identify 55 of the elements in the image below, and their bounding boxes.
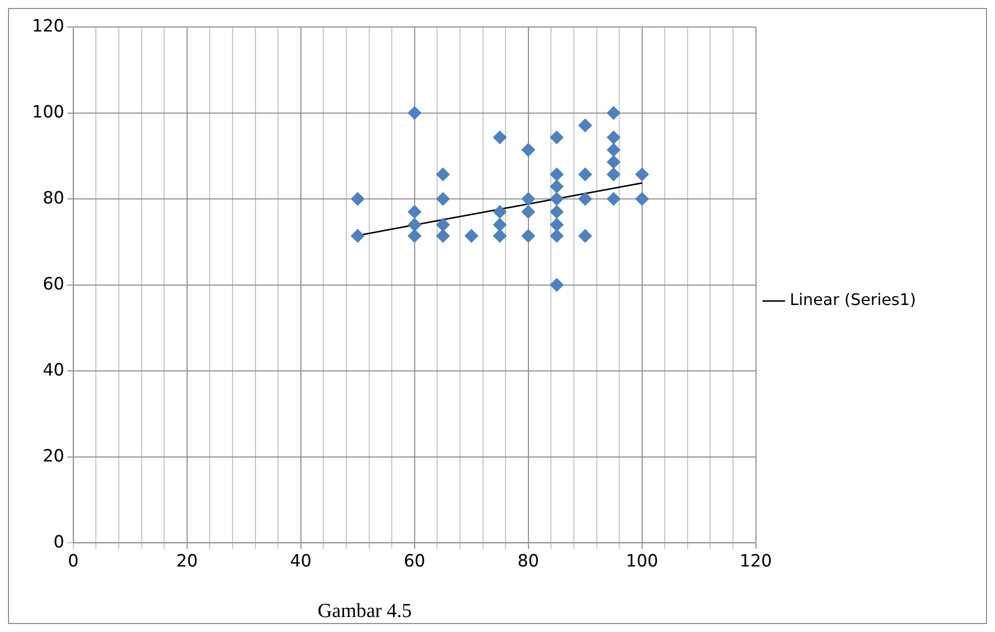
y-tick-label: 0 [54,531,64,552]
x-tick-label: 120 [740,550,772,570]
point [606,167,621,182]
point [578,192,592,206]
point [350,192,365,206]
legend-label: Linear (Series1) [790,290,916,310]
point [492,218,507,232]
point [436,192,450,206]
point [606,130,621,144]
point [635,167,650,182]
point [550,192,564,206]
point [606,106,621,120]
x-tick-label: 100 [626,550,658,570]
point [578,118,592,132]
point [550,204,564,219]
point [436,218,450,232]
point [578,228,592,243]
point [550,130,564,144]
point [521,192,536,206]
point [635,192,650,206]
x-tick-label: 40 [290,550,312,570]
x-tick-label: 80 [518,550,540,570]
point [550,228,564,243]
point [464,228,478,243]
point [492,228,507,243]
point [550,218,564,232]
x-tick-label: 0 [68,550,79,570]
point [550,179,564,194]
y-tick-label: 80 [42,187,64,208]
point [606,154,621,169]
point [408,218,422,232]
y-tick-label: 40 [42,359,64,380]
y-tick-label: 100 [32,101,64,122]
point [436,228,450,243]
point [606,142,621,157]
y-tick-label: 120 [32,15,64,36]
point [436,167,450,182]
y-tick-label: 20 [42,445,64,466]
point [492,130,507,144]
point [550,167,564,182]
point [521,142,536,157]
point [350,228,365,243]
point [550,278,564,292]
point [492,204,507,219]
point [408,204,422,219]
point [521,204,536,219]
point [408,106,422,120]
x-tick-label: 60 [404,550,426,570]
point [408,228,422,243]
x-tick-label: 20 [176,550,198,570]
point [606,192,621,206]
point [578,167,592,182]
y-tick-label: 60 [42,273,64,294]
text: Gambar 4.5 [318,600,412,622]
point [521,228,536,243]
